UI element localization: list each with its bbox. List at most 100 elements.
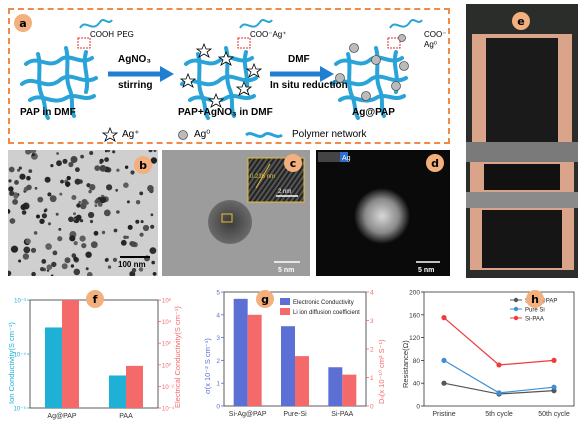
nanoparticle	[115, 188, 119, 192]
nanoparticle	[140, 220, 144, 224]
nanoparticle	[50, 164, 54, 168]
nanoparticle	[107, 265, 112, 269]
nanoparticle	[41, 259, 47, 264]
h-y-tick-label: 40	[413, 381, 421, 388]
polymer-chain-1	[79, 19, 113, 29]
panel-h-chart: Resistance(Ω) 0 40 80 120 160 200 Pristine 5th …	[396, 284, 580, 424]
nanoparticle	[89, 151, 94, 155]
g-bar-li-diffusion	[295, 356, 309, 406]
panel-h-svg: Resistance(Ω) 0 40 80 120 160 200 Pristine 5th …	[401, 290, 575, 418]
panel-f-svg: Ion Conductivity(S cm⁻¹) Electrical Cond…	[7, 298, 182, 421]
nanoparticle	[127, 224, 133, 230]
nanoparticle	[65, 181, 71, 187]
highlight-box-1	[77, 37, 91, 49]
panel-f-label: f	[86, 290, 104, 308]
f-category-label: PAA	[119, 413, 133, 420]
legend-star-icon	[101, 126, 119, 142]
g-left-tick-label: 3	[216, 335, 220, 342]
ag-signal-spot	[354, 188, 410, 244]
nanoparticle	[94, 204, 98, 208]
nanoparticle	[125, 235, 129, 239]
g-legend-swatch	[280, 298, 290, 305]
g-ylabel-right: Dₗᵢ(x 10⁻¹⁰ cm² S⁻¹)	[377, 339, 386, 404]
ag-ion-stars	[179, 42, 263, 108]
panel-c-label: c	[284, 154, 302, 172]
g-ylabel-left: σ(x 10⁻² S cm⁻¹)	[203, 338, 212, 394]
h-data-point	[496, 390, 502, 396]
nanoparticle	[26, 175, 31, 181]
nanoparticle	[139, 232, 144, 237]
panel-b-scalebar-label: 100 nm	[118, 260, 146, 269]
nanoparticle	[73, 217, 76, 221]
g-right-tick-label: 2	[370, 347, 374, 354]
nanoparticle	[71, 195, 77, 200]
h-data-point	[441, 315, 447, 321]
f-bar-ion	[45, 327, 62, 408]
h-legend-label: Pure Si	[525, 308, 545, 314]
nanoparticle	[75, 167, 80, 173]
coating-top	[486, 38, 558, 142]
h-legend-marker	[513, 315, 519, 321]
nanoparticle	[135, 219, 140, 224]
nanoparticle	[80, 154, 84, 159]
nanoparticle	[126, 200, 130, 204]
g-right-tick-label: 1	[370, 375, 374, 382]
nanoparticle	[150, 213, 154, 217]
h-ylabel: Resistance(Ω)	[401, 340, 410, 388]
nanoparticle	[130, 170, 135, 175]
g-bar-electronic	[281, 326, 295, 406]
nanoparticle	[135, 200, 141, 205]
nanoparticle	[99, 165, 107, 172]
legend-ag-ion-label: Ag⁺	[122, 129, 140, 140]
legend-network-label: Polymer network	[292, 129, 367, 140]
nanoparticle	[150, 157, 158, 164]
nanoparticle	[26, 184, 32, 191]
panel-e-photo: e	[466, 4, 578, 278]
polymer-chain-3	[389, 19, 423, 29]
step1-chem2: PEG	[117, 30, 134, 39]
h-series-line	[443, 317, 555, 366]
lattice-label: 0.236 nm	[250, 174, 275, 180]
nanoparticle	[130, 241, 137, 247]
nanoparticle	[61, 263, 68, 270]
nanoparticle	[150, 224, 155, 229]
nanoparticle	[8, 186, 14, 192]
h-category-label: Pristine	[432, 411, 455, 418]
panel-d-eds: Ag 5 nm	[318, 152, 440, 274]
arrow-2	[270, 66, 334, 82]
nanoparticle	[139, 191, 144, 196]
nanoparticle	[81, 243, 87, 249]
polymer-network-1	[20, 46, 98, 120]
nanoparticle	[13, 192, 18, 197]
nanoparticle	[120, 239, 127, 246]
f-right-tick-label: 10⁻²	[162, 385, 174, 391]
h-y-tick-label: 160	[409, 312, 420, 319]
nanoparticle	[51, 261, 57, 268]
step2-chem: COO⁻Ag⁺	[250, 30, 287, 39]
nanoparticle	[50, 274, 54, 276]
nanoparticle	[73, 268, 81, 276]
nanoparticle	[90, 241, 98, 249]
nanoparticle	[14, 180, 19, 185]
nanoparticle	[79, 235, 86, 242]
h-data-point	[441, 380, 447, 386]
nanoparticle	[124, 165, 129, 169]
step3-chem: COO⁻	[424, 30, 447, 39]
nanoparticle	[148, 150, 153, 153]
nanoparticle	[94, 165, 101, 171]
g-legend-swatch	[280, 308, 290, 315]
nanoparticle	[23, 246, 31, 254]
nanoparticle	[20, 204, 27, 211]
nanoparticle	[29, 150, 37, 154]
nanoparticle	[8, 166, 15, 173]
nanoparticle	[21, 210, 27, 215]
nanoparticle	[103, 209, 111, 217]
panel-e-electrode-roll	[466, 4, 578, 278]
nanoparticle	[17, 168, 21, 172]
g-left-tick-label: 5	[216, 290, 220, 297]
f-ylabel-left: Ion Conductivity(S cm⁻¹)	[7, 322, 16, 404]
g-legend-label: Electronic Conductivity	[293, 300, 354, 306]
nanoparticle	[70, 156, 78, 163]
nanoparticle	[99, 196, 107, 204]
nanoparticle	[9, 218, 16, 224]
